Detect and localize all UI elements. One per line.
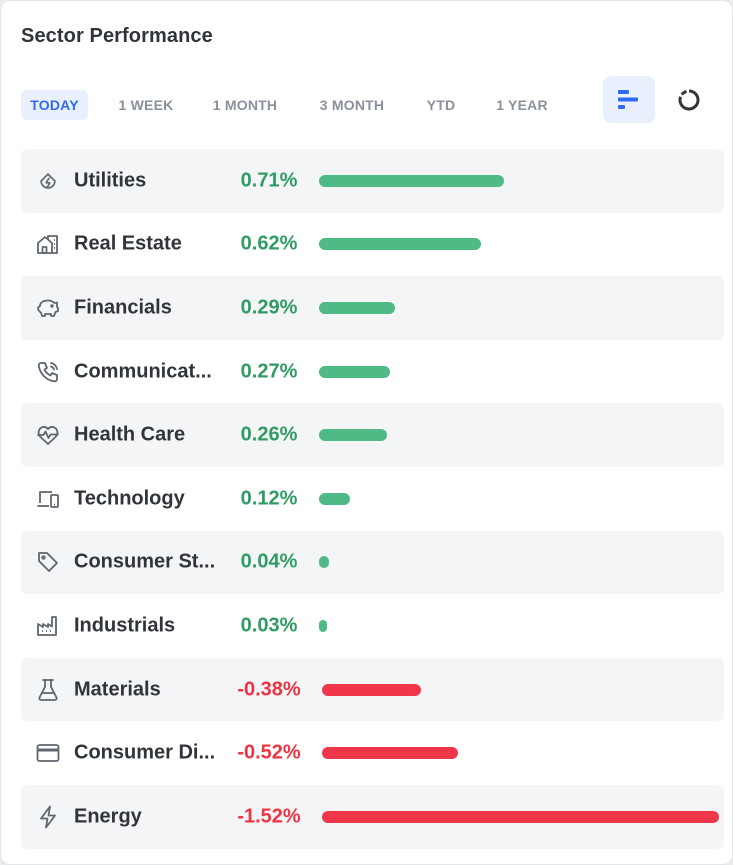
- sector-row-technology[interactable]: Technology 0.12%: [21, 467, 724, 531]
- sector-bar: [319, 174, 505, 187]
- tab-1-week[interactable]: 1 WEEK: [118, 97, 174, 113]
- sector-row-industrials[interactable]: Industrials 0.03%: [21, 594, 724, 658]
- tab-1-month[interactable]: 1 MONTH: [212, 97, 278, 113]
- sector-change: 0.12%: [240, 487, 298, 510]
- sector-bar: [322, 810, 719, 823]
- sector-name: Financials: [74, 296, 172, 319]
- heartbeat-icon: [35, 422, 61, 448]
- sector-name: Utilities: [74, 169, 147, 192]
- sector-change: 0.04%: [240, 550, 298, 573]
- sector-row-utilities[interactable]: Utilities 0.71%: [21, 149, 724, 213]
- sector-change: 0.71%: [240, 169, 298, 192]
- sector-name: Energy: [74, 805, 142, 828]
- flask-icon: [35, 677, 61, 703]
- sector-row-consumer-staples[interactable]: Consumer St... 0.04%: [21, 530, 724, 595]
- credit-card-icon: [35, 740, 61, 766]
- sector-name: Consumer St...: [74, 550, 216, 573]
- lightning-icon: [35, 804, 61, 830]
- sector-change: -1.52%: [237, 805, 301, 828]
- sector-change: 0.26%: [240, 423, 298, 446]
- sector-bar: [322, 683, 422, 696]
- sector-name: Communicat...: [74, 360, 212, 383]
- sector-bar: [319, 365, 390, 378]
- tag-icon: [35, 549, 61, 575]
- sector-change: 0.62%: [240, 232, 298, 255]
- tab-ytd[interactable]: YTD: [426, 97, 456, 113]
- sector-bar: [319, 301, 395, 314]
- sector-name: Technology: [74, 487, 185, 510]
- sector-bar: [322, 747, 458, 760]
- real-estate-icon: [35, 231, 61, 257]
- sector-row-health-care[interactable]: Health Care 0.26%: [21, 403, 724, 467]
- sector-bar: [319, 492, 351, 505]
- sector-bar: [319, 556, 330, 569]
- sector-name: Industrials: [74, 614, 176, 637]
- sector-row-communication-services[interactable]: Communicat... 0.27%: [21, 340, 724, 404]
- sector-bar: [319, 619, 327, 632]
- sector-change: -0.52%: [237, 741, 301, 764]
- piggy-bank-icon: [35, 295, 61, 321]
- sector-bar: [319, 429, 387, 442]
- factory-icon: [35, 613, 61, 639]
- sector-row-energy[interactable]: Energy -1.52%: [21, 784, 724, 849]
- tab-3-month[interactable]: 3 MONTH: [319, 97, 385, 113]
- bar-view-icon: [618, 89, 638, 109]
- sector-change: 0.27%: [240, 360, 298, 383]
- tab-1-year[interactable]: 1 YEAR: [496, 97, 548, 113]
- sector-name: Consumer Di...: [74, 741, 216, 764]
- bar-view-button[interactable]: [603, 76, 655, 123]
- tab-today[interactable]: TODAY: [21, 90, 88, 120]
- sector-row-consumer-discretionary[interactable]: Consumer Di... -0.52%: [21, 721, 724, 785]
- sector-name: Materials: [74, 678, 161, 701]
- donut-view-icon: [678, 89, 700, 110]
- widget-title: Sector Performance: [21, 25, 213, 47]
- sector-bar: [319, 238, 481, 251]
- sector-change: 0.29%: [240, 296, 298, 319]
- devices-icon: [35, 486, 61, 512]
- sector-list: Utilities 0.71% Real Estate 0.62% Financ…: [21, 149, 724, 849]
- sector-row-materials[interactable]: Materials -0.38%: [21, 657, 724, 722]
- sector-name: Health Care: [74, 423, 186, 446]
- phone-icon: [35, 359, 61, 385]
- donut-view-button[interactable]: [663, 76, 715, 123]
- sector-row-real-estate[interactable]: Real Estate 0.62%: [21, 213, 724, 277]
- sector-row-financials[interactable]: Financials 0.29%: [21, 276, 724, 340]
- sector-name: Real Estate: [74, 232, 182, 255]
- sector-change: -0.38%: [237, 678, 301, 701]
- sector-change: 0.03%: [240, 614, 298, 637]
- utilities-icon: [35, 168, 61, 194]
